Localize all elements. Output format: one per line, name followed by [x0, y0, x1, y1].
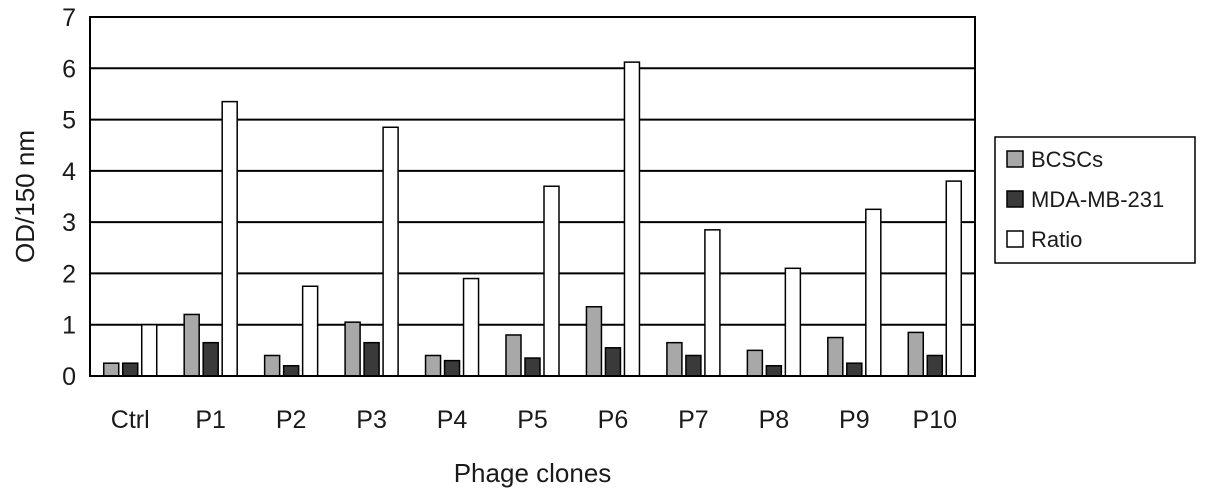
bar-ratio-p7	[704, 229, 721, 377]
legend-swatch-mda-mb-231	[1006, 190, 1024, 208]
legend-frame	[994, 136, 1196, 264]
bar-ratio-p6	[623, 61, 641, 377]
plot-area-frame	[89, 16, 976, 377]
bars	[102, 61, 963, 377]
bar-ratio-p8	[784, 267, 802, 377]
x-tick-label: P8	[759, 406, 790, 434]
bar-ratio-p9	[865, 208, 882, 377]
bar-bcscs-p7	[666, 341, 683, 377]
bar-bcscs-p10	[907, 331, 925, 377]
bar-ratio-p5	[543, 185, 560, 377]
bar-bcscs-p3	[344, 321, 361, 377]
bar-mda-mb-231-p8	[765, 364, 783, 377]
bar-mda-mb-231-ctrl	[121, 362, 139, 377]
x-tick-label: P2	[276, 406, 307, 434]
legend-label-mda-mb-231: MDA-MB-231	[1031, 187, 1164, 212]
x-axis-label: Phage clones	[454, 458, 612, 488]
bar-mda-mb-231-p9	[846, 362, 863, 377]
bar-bcscs-p5	[505, 334, 522, 377]
y-tick-label: 3	[62, 209, 76, 237]
x-tick-label: Ctrl	[111, 406, 150, 434]
y-axis-label: OD/150 nm	[10, 130, 40, 263]
bar-bcscs-p1	[183, 313, 200, 377]
bar-ratio-ctrl	[140, 323, 158, 377]
bar-mda-mb-231-p10	[926, 354, 944, 377]
y-tick-labels: 0 1 2 3 4 5 6 7	[62, 4, 76, 391]
bar-ratio-p2	[301, 285, 319, 377]
x-tick-label: P6	[598, 406, 629, 434]
bar-bcscs-p8	[746, 349, 764, 377]
legend: BCSCs MDA-MB-231 Ratio	[994, 136, 1196, 264]
bar-mda-mb-231-p4	[443, 359, 461, 377]
x-tick-label: P7	[678, 406, 709, 434]
legend-label-bcscs: BCSCs	[1031, 147, 1103, 172]
x-tick-label: P10	[913, 406, 957, 434]
bar-bcscs-p6	[585, 306, 603, 377]
bar-bcscs-ctrl	[102, 362, 120, 377]
x-tick-label: P3	[356, 406, 387, 434]
bar-ratio-p10	[945, 180, 963, 377]
bar-ratio-p1	[221, 100, 238, 377]
y-tick-label: 2	[62, 260, 76, 288]
bar-ratio-p3	[382, 126, 399, 377]
y-tick-label: 0	[62, 363, 76, 391]
legend-swatch-bcscs	[1006, 150, 1024, 168]
bar-bcscs-p4	[424, 354, 442, 377]
x-tick-label: P9	[839, 406, 870, 434]
y-tick-label: 5	[62, 107, 76, 135]
bar-mda-mb-231-p6	[604, 347, 622, 377]
bar-mda-mb-231-p5	[524, 357, 541, 377]
bar-bcscs-p2	[263, 354, 281, 377]
bar-mda-mb-231-p2	[282, 364, 300, 377]
legend-label-ratio: Ratio	[1031, 227, 1082, 252]
x-tick-labels: Ctrl P1 P2 P3 P4 P5 P6 P7 P8 P9 P10	[111, 406, 957, 434]
y-tick-label: 1	[62, 312, 76, 340]
x-tick-label: P1	[195, 406, 226, 434]
bar-mda-mb-231-p3	[363, 341, 380, 377]
bar-mda-mb-231-p1	[202, 341, 219, 377]
legend-swatch-ratio	[1006, 230, 1024, 248]
y-tick-label: 4	[62, 158, 76, 186]
x-tick-label: P5	[517, 406, 548, 434]
y-tick-label: 6	[62, 55, 76, 83]
bar-bcscs-p9	[827, 336, 844, 377]
bar-mda-mb-231-p7	[685, 354, 702, 377]
bar-ratio-p4	[462, 277, 480, 377]
y-tick-label: 7	[62, 4, 76, 32]
x-tick-label: P4	[437, 406, 468, 434]
